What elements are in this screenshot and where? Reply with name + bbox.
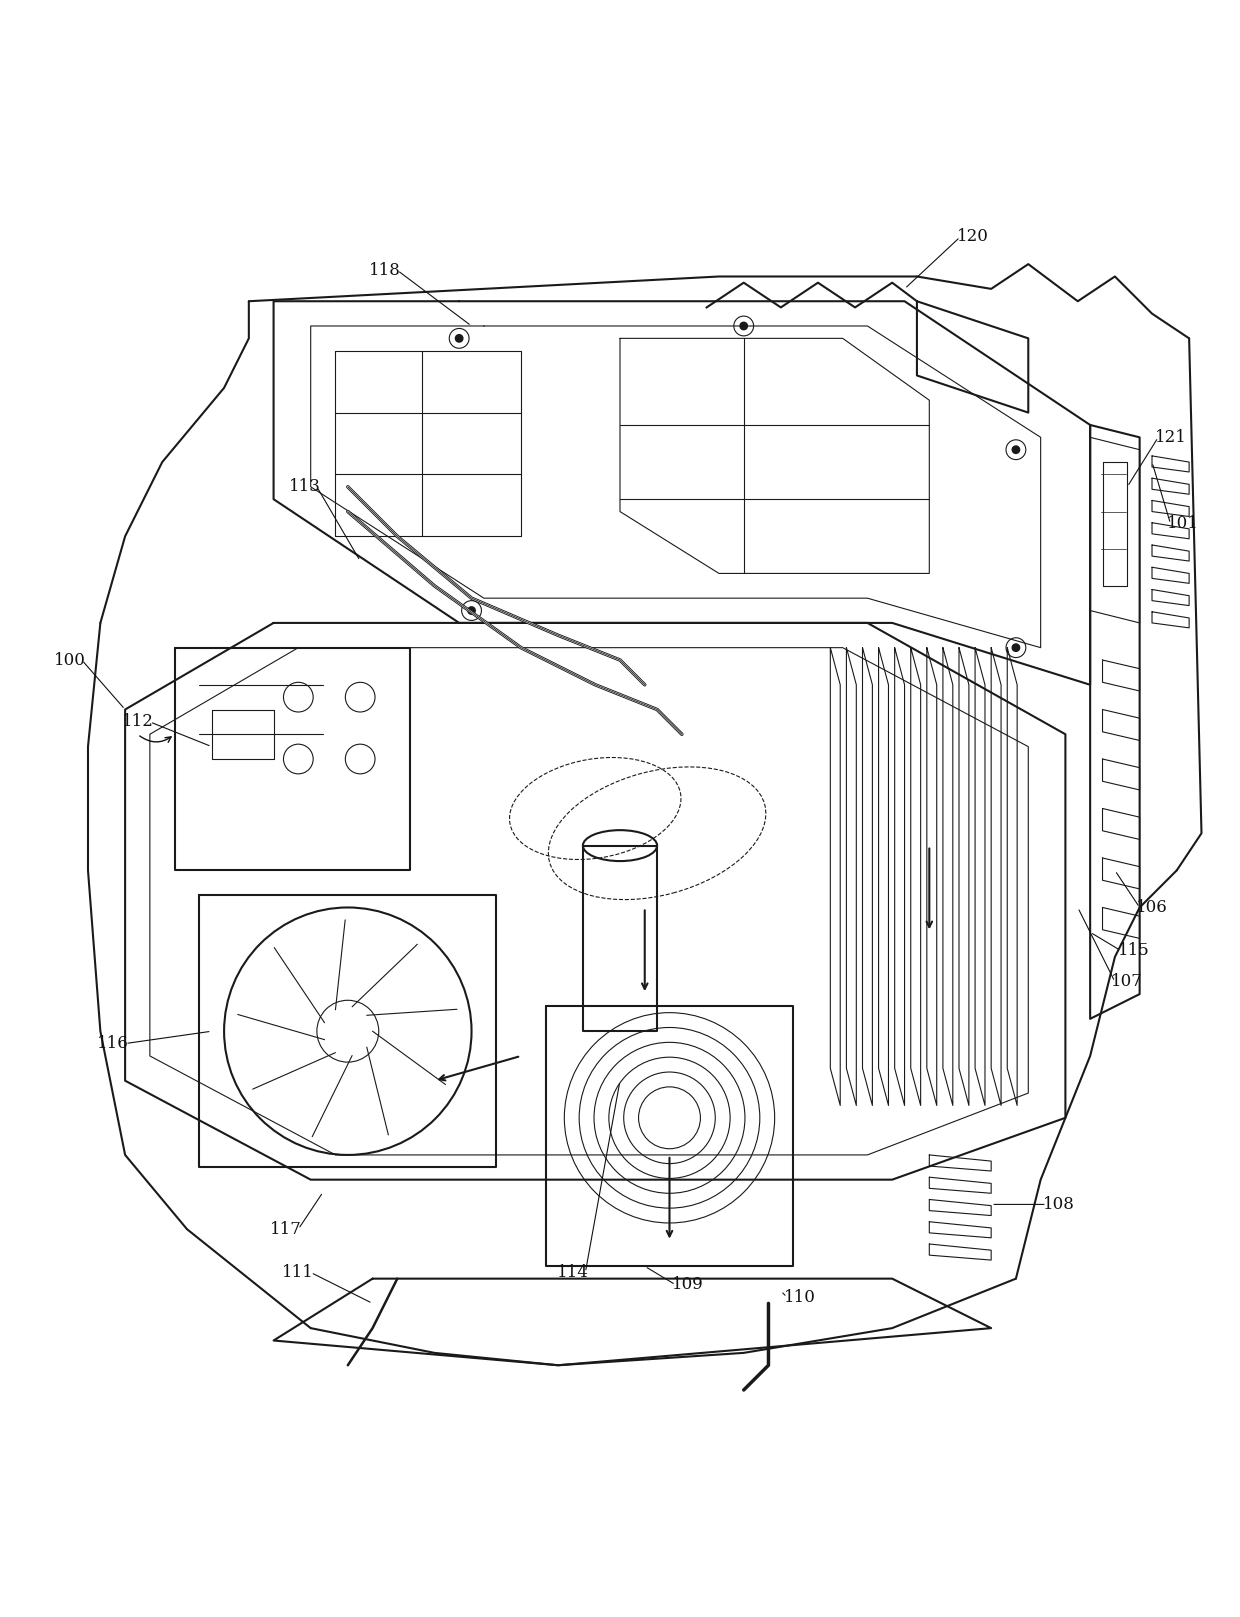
Text: 116: 116 bbox=[97, 1035, 129, 1053]
Text: 114: 114 bbox=[557, 1264, 589, 1281]
Circle shape bbox=[455, 335, 463, 343]
Text: 108: 108 bbox=[1043, 1197, 1075, 1213]
Text: 117: 117 bbox=[270, 1221, 301, 1237]
Text: 120: 120 bbox=[957, 228, 988, 246]
Text: 106: 106 bbox=[1136, 899, 1168, 915]
Text: 111: 111 bbox=[283, 1264, 314, 1281]
Circle shape bbox=[467, 606, 475, 614]
Circle shape bbox=[1012, 446, 1019, 453]
Text: 115: 115 bbox=[1117, 943, 1149, 959]
Text: 121: 121 bbox=[1154, 429, 1187, 446]
Circle shape bbox=[1012, 644, 1019, 652]
Circle shape bbox=[740, 322, 748, 330]
Text: 118: 118 bbox=[370, 262, 401, 278]
Text: 107: 107 bbox=[1111, 973, 1143, 990]
Text: 101: 101 bbox=[1167, 516, 1199, 532]
Text: 109: 109 bbox=[672, 1276, 704, 1294]
Text: 110: 110 bbox=[784, 1289, 816, 1305]
Text: 112: 112 bbox=[122, 713, 154, 731]
Text: 100: 100 bbox=[53, 652, 86, 668]
Text: 113: 113 bbox=[289, 479, 320, 495]
